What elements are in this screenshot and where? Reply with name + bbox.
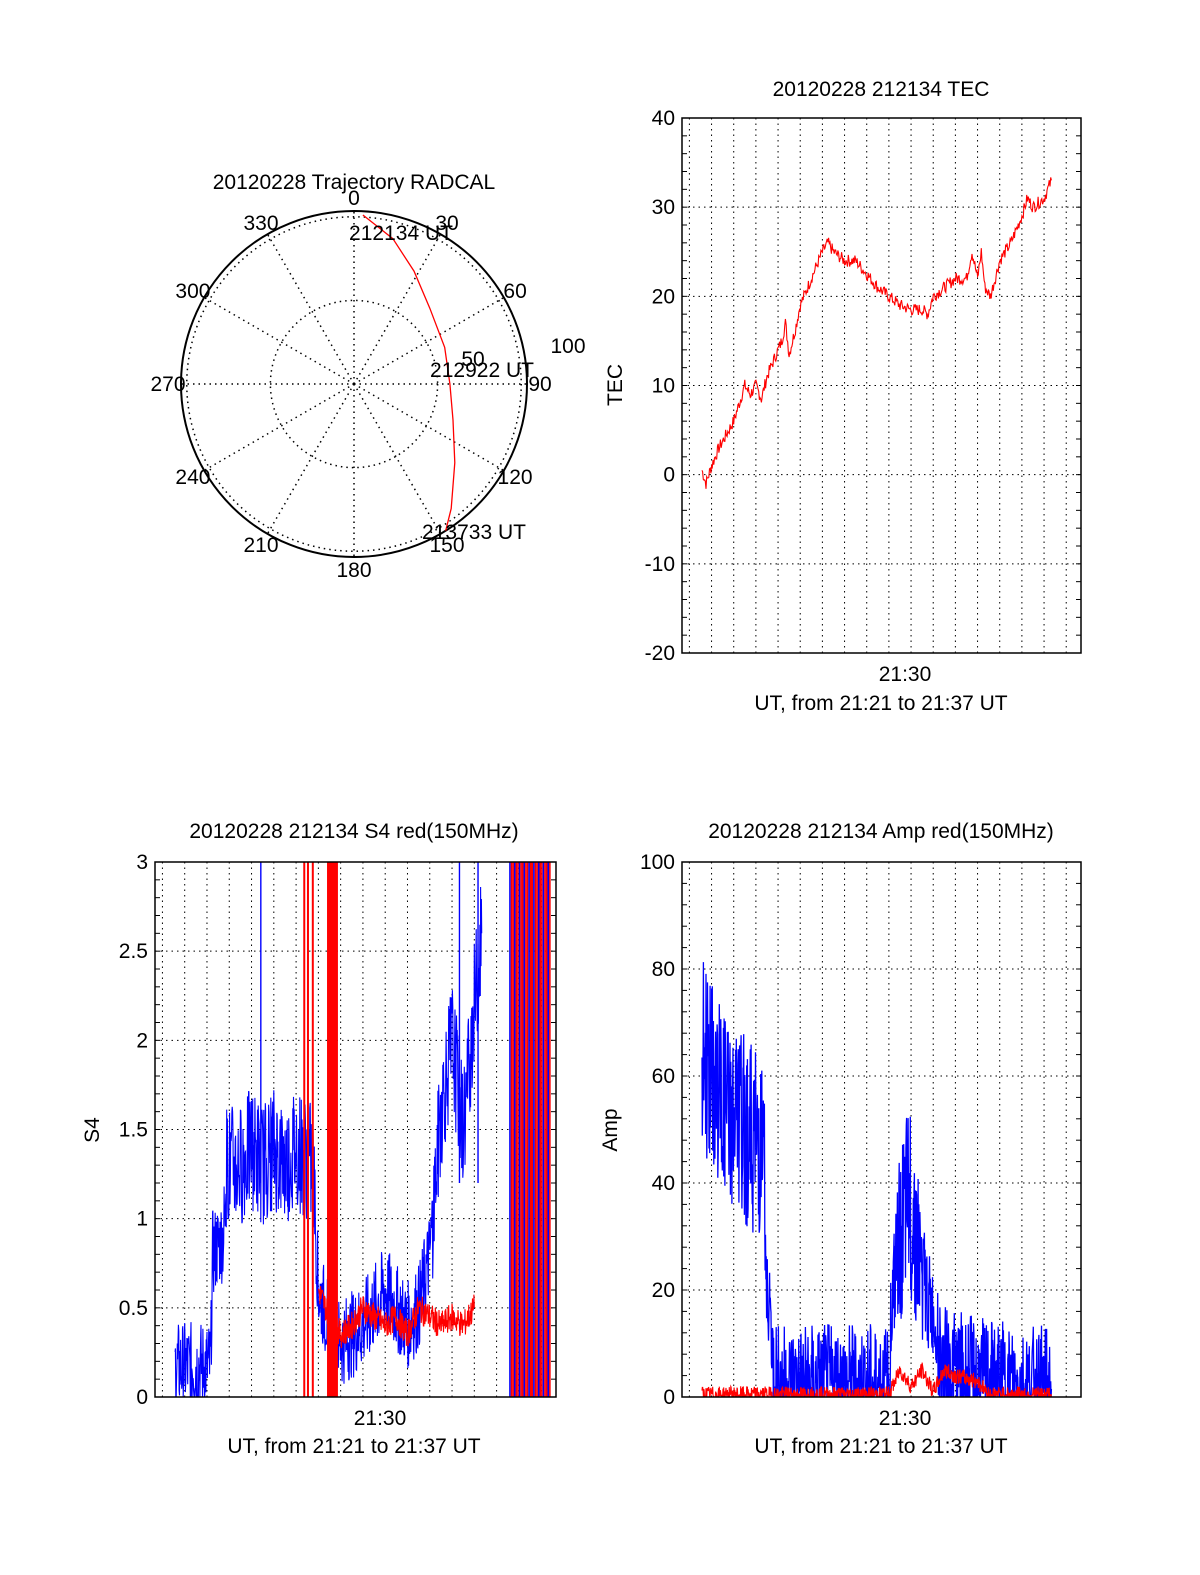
- amp-y-tick-label: 60: [652, 1065, 675, 1088]
- s4-frame: [154, 861, 557, 1398]
- tec-data: [701, 177, 1052, 489]
- polar-grid-spoke: [266, 383, 355, 535]
- s4-y-tick-label: 3: [136, 851, 148, 874]
- polar-angle-label: 330: [243, 212, 278, 235]
- s4-x-axis-label: UT, from 21:21 to 21:37 UT: [227, 1435, 480, 1458]
- polar-grid-spoke: [266, 233, 355, 385]
- tec-grid: [682, 117, 1081, 654]
- polar-time-annotation: 213733 UT: [422, 521, 526, 544]
- s4-panel: 20120228 212134 S4 red(150MHz) S4 21:30 …: [81, 820, 557, 1458]
- tec-frame: [681, 117, 1082, 654]
- s4-y-tick-label: 1: [136, 1208, 148, 1231]
- tec-title: 20120228 212134 TEC: [773, 78, 990, 101]
- polar-radial-label: 100: [550, 335, 585, 358]
- polar-angle-label: 300: [175, 280, 210, 303]
- tec-y-tick-label: 10: [652, 375, 675, 398]
- tec-x-axis-label: UT, from 21:21 to 21:37 UT: [754, 692, 1007, 715]
- polar-angle-label: 240: [175, 466, 210, 489]
- polar-time-annotation: 212134 UT: [349, 222, 453, 245]
- s4-x-tick-label: 21:30: [354, 1407, 407, 1430]
- s4-series-1-line: [317, 1286, 475, 1349]
- amp-y-tick-label: 100: [640, 851, 675, 874]
- tec-y-tick-label: -10: [645, 553, 675, 576]
- polar-angle-label: 180: [336, 559, 371, 582]
- amp-frame: [681, 861, 1082, 1398]
- amp-x-axis-label: UT, from 21:21 to 21:37 UT: [754, 1435, 1007, 1458]
- amp-x-tick-label: 21:30: [879, 1407, 932, 1430]
- polar-trajectory-series: 212134 UT 212922 UT 213733 UT: [349, 214, 534, 544]
- s4-y-tick-label: 2.5: [119, 940, 148, 963]
- amp-y-tick-label: 40: [652, 1172, 675, 1195]
- tec-x-tick-label: 21:30: [879, 663, 932, 686]
- tec-series-0-line: [701, 177, 1052, 489]
- polar-grid: [180, 210, 528, 558]
- trajectory-polar-plot: 20120228 Trajectory RADCAL 0 30 60 90 120 150…: [150, 171, 585, 582]
- polar-angle-label: 60: [503, 280, 526, 303]
- tec-panel: 20120228 212134 TEC TEC 21:30 UT, from 2…: [604, 78, 1082, 715]
- tec-y-axis-label: TEC: [604, 364, 627, 406]
- tec-y-tick-label: -20: [645, 642, 675, 665]
- amp-title: 20120228 212134 Amp red(150MHz): [708, 820, 1054, 843]
- polar-angle-label: 120: [498, 466, 533, 489]
- polar-grid-spoke: [353, 383, 505, 472]
- polar-angle-label: 210: [243, 534, 278, 557]
- amp-series-1-line: [701, 1362, 1052, 1397]
- amp-y-tick-label: 80: [652, 958, 675, 981]
- polar-grid-spoke: [353, 233, 442, 385]
- polar-time-annotation: 212922 UT: [430, 359, 534, 382]
- amp-series-0-line: [701, 962, 1053, 1397]
- s4-y-tick-label: 0.5: [119, 1297, 148, 1320]
- polar-grid-spoke: [203, 296, 355, 385]
- polar-angle-labels: 0 30 60 90 120 150 180 210 240 270 300 330 50 100: [150, 187, 585, 582]
- amp-panel: 20120228 212134 Amp red(150MHz) Amp 21:3…: [599, 820, 1082, 1458]
- polar-trajectory-line: [362, 214, 456, 531]
- tec-y-tick-label: 20: [652, 285, 675, 308]
- amp-data: [701, 962, 1053, 1397]
- s4-title: 20120228 212134 S4 red(150MHz): [189, 820, 518, 843]
- s4-y-axis-label: S4: [81, 1117, 104, 1143]
- polar-grid-spoke: [353, 383, 442, 535]
- amp-y-tick-label: 0: [663, 1386, 675, 1409]
- amp-y-tick-label: 20: [652, 1279, 675, 1302]
- s4-y-tick-label: 1.5: [119, 1119, 148, 1142]
- polar-grid-circle: [186, 216, 522, 552]
- tec-y-tick-label: 40: [652, 107, 675, 130]
- s4-data: [174, 862, 551, 1397]
- tec-y-tick-label: 0: [663, 464, 675, 487]
- amp-y-axis-label: Amp: [599, 1108, 622, 1151]
- polar-radial-label: 50: [461, 348, 484, 371]
- polar-angle-label: 30: [435, 212, 458, 235]
- polar-angle-label: 0: [348, 187, 360, 210]
- polar-title: 20120228 Trajectory RADCAL: [213, 171, 496, 194]
- polar-angle-label: 270: [150, 373, 185, 396]
- tec-y-tick-label: 30: [652, 196, 675, 219]
- polar-grid-spoke: [353, 296, 505, 385]
- polar-angle-label: 150: [429, 534, 464, 557]
- polar-grid-spoke: [203, 383, 355, 472]
- s4-y-tick-label: 0: [136, 1386, 148, 1409]
- polar-angle-label: 90: [528, 373, 551, 396]
- s4-y-tick-label: 2: [136, 1029, 148, 1052]
- polar-outer-circle: [180, 210, 528, 558]
